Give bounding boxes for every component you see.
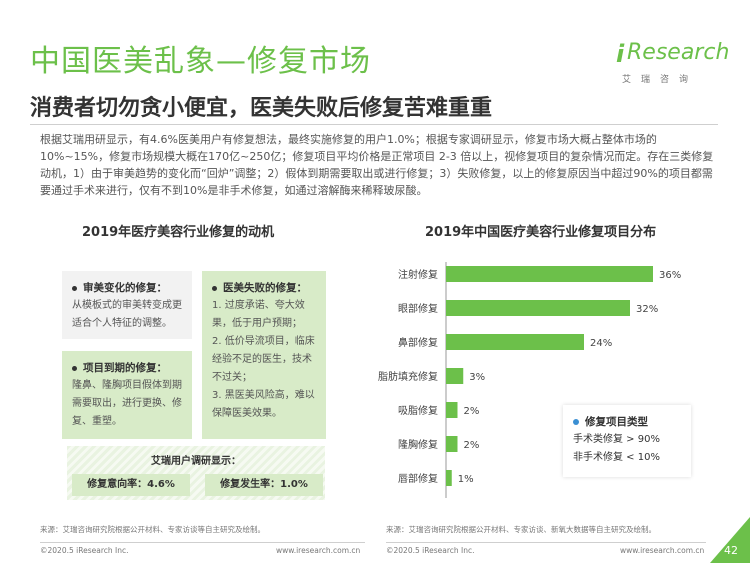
category-label: 隆胸修复: [398, 438, 438, 451]
legend-title: 修复项目类型: [585, 416, 648, 428]
repair-occurrence-rate: 修复发生率：1.0%: [205, 474, 323, 496]
value-label: 2%: [464, 406, 480, 417]
url-left: www.iresearch.com.cn: [276, 546, 361, 555]
failure-line-2: 2. 低价导流项目，临床经验不足的医生，技术不过关；: [212, 336, 315, 383]
bar: [446, 266, 653, 282]
legend-item-nonsurgical: 非手术修复 < 10%: [573, 452, 660, 463]
bar: [446, 436, 458, 452]
bar: [446, 334, 584, 350]
category-label: 唇部修复: [398, 472, 438, 485]
page-number: 42: [724, 544, 738, 557]
source-note-left: 来源：艾瑞咨询研究院根据公开材料、专家访谈等自主研究及绘制。: [40, 525, 265, 534]
copyright-right: ©2020.5 iResearch Inc.: [386, 546, 475, 555]
header-divider: [30, 124, 718, 125]
category-label: 注射修复: [398, 268, 438, 281]
page-corner-triangle: [710, 517, 750, 563]
failure-repair-head: 医美失败的修复：: [223, 282, 307, 294]
url-right: www.iresearch.com.cn: [620, 546, 705, 555]
value-label: 24%: [590, 338, 612, 349]
value-label: 36%: [659, 270, 681, 281]
value-label: 3%: [469, 372, 485, 383]
footer-divider-right: [386, 542, 706, 543]
bar: [446, 470, 452, 486]
bar: [446, 300, 630, 316]
logo-subtitle: 艾瑞咨询: [622, 75, 699, 85]
legend-item-surgical: 手术类修复 > 90%: [573, 434, 660, 445]
category-label: 吸脂修复: [398, 404, 438, 417]
failure-line-1: 1. 过度承诺、夸大效果，低于用户预期；: [212, 300, 305, 329]
bullet-icon: [212, 285, 217, 291]
aesthetic-change-box: 审美变化的修复： 从模板式的审美转变成更适合个人特征的调整。: [62, 271, 192, 339]
bullet-icon: [72, 285, 77, 291]
implant-expiry-text: 隆鼻、隆胸项目假体到期需要取出，进行更换、修复、重塑。: [72, 380, 182, 427]
implant-expiry-head: 项目到期的修复：: [83, 362, 167, 374]
aesthetic-change-text: 从模板式的审美转变成更适合个人特征的调整。: [72, 300, 182, 329]
logo-i-mark: i: [616, 40, 625, 68]
source-note-right: 来源：艾瑞咨询研究院根据公开材料、专家访谈、新氧大数据等自主研究及绘制。: [386, 525, 656, 534]
logo-wordmark: Research: [627, 40, 730, 65]
bar: [446, 402, 458, 418]
repair-distribution-chart: 注射修复 36% 眼部修复 32% 鼻部修复 24% 脂肪填充修复 3% 吸脂修复 2% 隆胸修复 2…: [378, 262, 681, 498]
legend-dot-icon: [573, 419, 579, 425]
value-label: 2%: [464, 440, 480, 451]
repair-intent-rate: 修复意向率：4.6%: [72, 474, 190, 496]
copyright-left: ©2020.5 iResearch Inc.: [40, 546, 129, 555]
category-label: 脂肪填充修复: [378, 370, 438, 383]
value-label: 1%: [458, 474, 474, 485]
motivation-section-title: 2019年医疗美容行业修复的动机: [82, 225, 275, 240]
category-label: 鼻部修复: [398, 336, 438, 349]
legend-box: 修复项目类型 手术类修复 > 90% 非手术修复 < 10%: [563, 405, 691, 477]
bar: [446, 368, 464, 384]
failure-line-3: 3. 黑医美风险高，难以保障医美效果。: [212, 390, 315, 419]
footer-divider-left: [40, 542, 365, 543]
intro-paragraph: 根据艾瑞用研显示，有4.6%医美用户有修复想法，最终实施修复的用户1.0%；根据…: [40, 133, 714, 197]
distribution-section-title: 2019年中国医疗美容行业修复项目分布: [425, 225, 657, 240]
survey-title: 艾瑞用户调研显示：: [151, 456, 241, 467]
category-label: 眼部修复: [398, 302, 438, 315]
implant-expiry-box: 项目到期的修复： 隆鼻、隆胸项目假体到期需要取出，进行更换、修复、重塑。: [62, 351, 192, 439]
page-subtitle: 消费者切勿贪小便宜，医美失败后修复苦难重重: [30, 96, 493, 121]
bullet-icon: [72, 365, 77, 371]
failure-repair-box: 医美失败的修复： 1. 过度承诺、夸大效果，低于用户预期； 2. 低价导流项目，…: [202, 271, 326, 439]
page-title: 中国医美乱象—修复市场: [30, 44, 371, 79]
value-label: 32%: [636, 304, 658, 315]
aesthetic-change-head: 审美变化的修复：: [83, 282, 167, 294]
